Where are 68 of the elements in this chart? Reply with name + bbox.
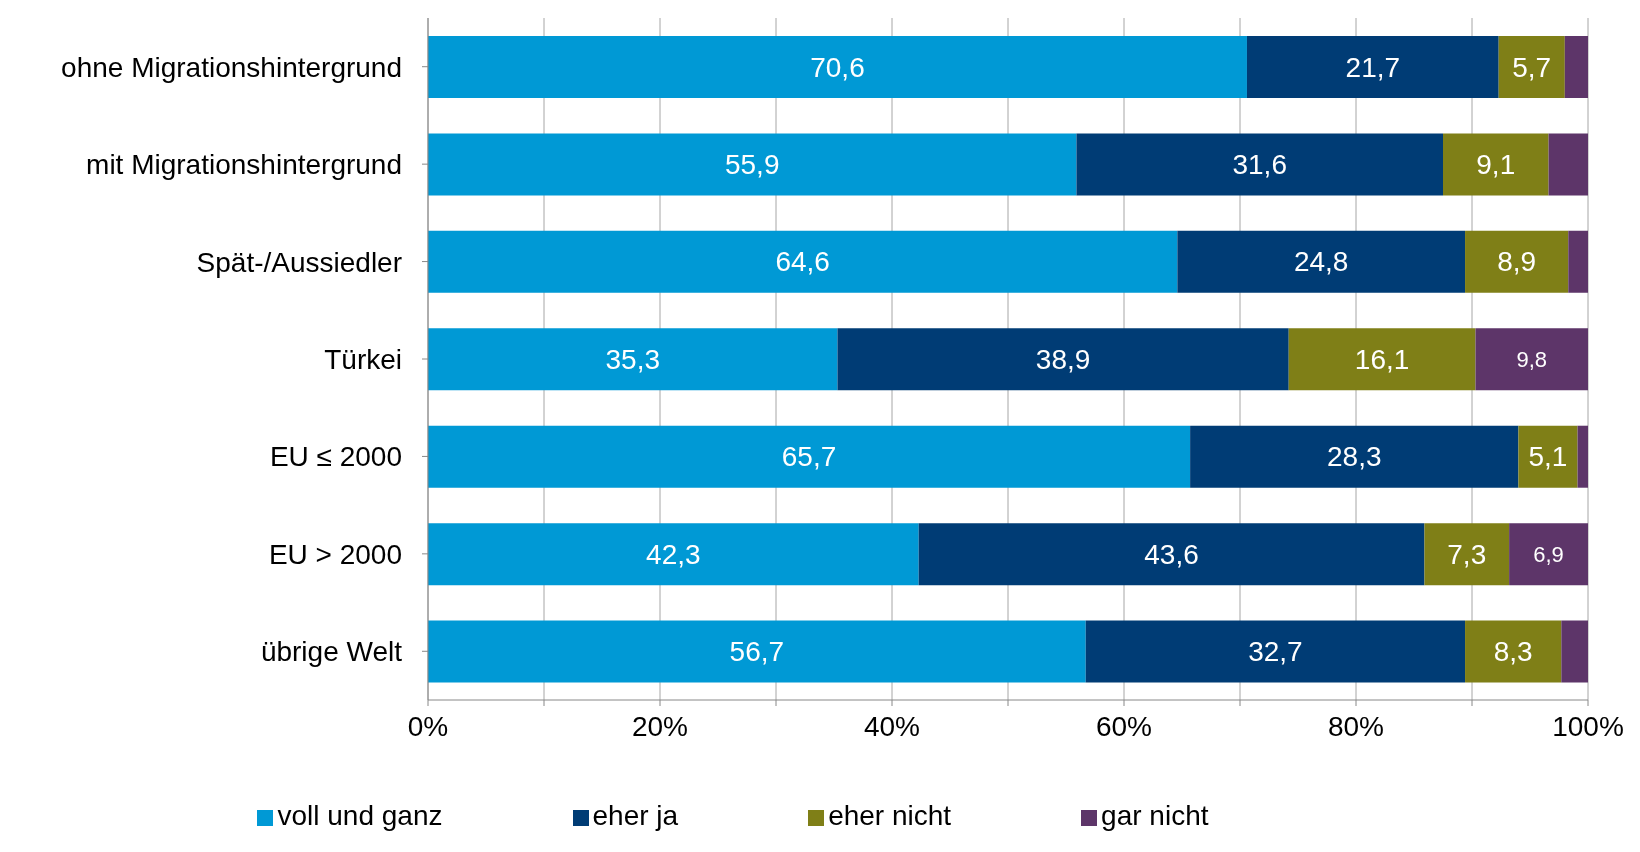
bar — [1288, 328, 1476, 391]
data-label: 9,8 — [1516, 346, 1548, 372]
y-tick-label: Türkei — [324, 343, 402, 375]
bar — [428, 425, 1191, 488]
bar — [1548, 133, 1588, 196]
x-tick-label: 80% — [1327, 710, 1385, 742]
x-tick-label: 20% — [631, 710, 689, 742]
bar — [428, 36, 1247, 98]
y-tick-label: übrige Welt — [260, 636, 403, 668]
data-label: 21,7 — [1345, 51, 1401, 83]
data-label: 8,9 — [1497, 246, 1537, 278]
legend-label: eher nicht — [828, 800, 952, 831]
y-tick-label: mit Migrationshintergrund — [86, 149, 402, 181]
data-label: 32,7 — [1248, 636, 1303, 668]
data-label: 35,3 — [605, 343, 660, 375]
data-label: 42,3 — [646, 538, 701, 570]
bar — [1564, 36, 1588, 98]
bar — [1085, 620, 1466, 683]
legend-label: eher ja — [592, 800, 679, 831]
x-tick-label: 40% — [863, 710, 921, 742]
legend-label: voll und ganz — [277, 800, 443, 831]
bar — [1424, 523, 1510, 586]
data-label: 16,1 — [1354, 343, 1410, 375]
data-label: 65,7 — [781, 441, 837, 473]
data-label: 38,9 — [1035, 343, 1091, 375]
y-tick-label: ohne Migrationshintergrund — [61, 51, 402, 83]
bar — [428, 523, 919, 586]
bar — [428, 230, 1178, 293]
data-label: 55,9 — [724, 148, 780, 180]
data-label: 6,9 — [1533, 541, 1564, 567]
bar — [1561, 620, 1588, 683]
bar — [1443, 133, 1549, 196]
bar — [1518, 425, 1578, 488]
data-label: 70,6 — [810, 51, 865, 83]
legend-label: gar nicht — [1101, 800, 1209, 831]
data-label: 43,6 — [1144, 538, 1199, 570]
bar — [918, 523, 1425, 586]
bar — [428, 328, 838, 391]
bar — [428, 620, 1086, 683]
bar — [1568, 230, 1588, 293]
x-tick-label: 60% — [1095, 710, 1153, 742]
bar — [1577, 425, 1588, 488]
bar — [1246, 36, 1499, 98]
data-label: 56,7 — [729, 636, 785, 668]
bar — [1190, 425, 1519, 488]
data-label: 28,3 — [1327, 441, 1382, 473]
x-tick-label: 0% — [407, 710, 449, 742]
data-label: 24,8 — [1293, 246, 1349, 278]
data-label: 31,6 — [1232, 148, 1287, 180]
bar — [1465, 230, 1569, 293]
bar — [1498, 36, 1565, 98]
bar — [1177, 230, 1466, 293]
data-label: 5,1 — [1528, 441, 1568, 473]
bar — [428, 133, 1077, 196]
bar — [1509, 523, 1588, 586]
data-label: 5,7 — [1512, 51, 1552, 83]
data-label: 64,6 — [775, 246, 830, 278]
bar — [837, 328, 1289, 391]
bar — [1076, 133, 1443, 196]
y-tick-label: EU > 2000 — [268, 538, 402, 570]
y-tick-label: Spät-/Aussiedler — [196, 246, 402, 278]
y-tick-label: EU ≤ 2000 — [269, 441, 402, 473]
data-label: 8,3 — [1493, 636, 1533, 668]
bar — [1475, 328, 1588, 391]
data-label: 9,1 — [1476, 148, 1516, 180]
x-tick-label: 100% — [1552, 710, 1624, 742]
bar — [1465, 620, 1562, 683]
data-label: 7,3 — [1447, 538, 1487, 570]
